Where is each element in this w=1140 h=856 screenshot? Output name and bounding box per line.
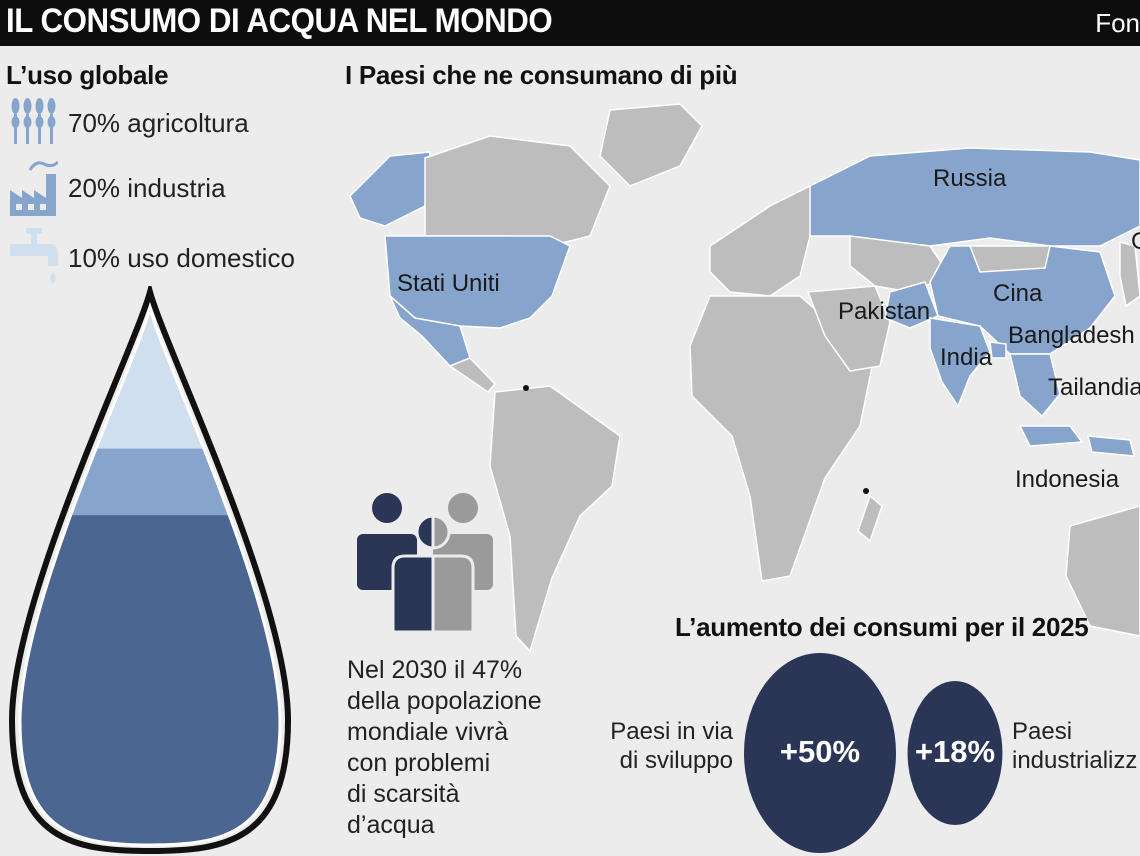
map-label-russia: Russia [933,165,1007,192]
usage-label-agricoltura: 70% agricoltura [68,108,249,138]
bubble-value-sviluppo: +50% [779,734,861,769]
scarcity-line: della popolazione [347,687,542,715]
map-alaska [349,151,431,227]
global-use-title: L’uso globale [6,60,169,90]
map-label-stati-uniti: Stati Uniti [397,270,500,297]
map-pakistan [884,281,939,329]
bubble-label-line: industrializz [1012,747,1138,774]
map-russia [809,147,1140,247]
map-label-cina: Cina [993,280,1043,307]
people-scarcity-icon [357,493,493,634]
faucet-icon [10,228,58,284]
map-europe [709,185,831,297]
wheat-icon [11,98,56,144]
world-map [349,103,1140,653]
increase-title: L’aumento dei consumi per il 2025 [675,612,1089,642]
map-bangladesh [989,341,1007,359]
map-dot-indian-ocean [863,488,869,494]
map-central-america [448,357,497,393]
factory-icon [10,160,58,216]
source-label: Fon [1095,8,1140,38]
bubble-label-line: di sviluppo [619,747,733,774]
band-uso-domestico [20,308,280,449]
map-canada [424,135,611,247]
bubble-label-line: Paesi in via [610,718,733,745]
bubble-label-industrializzati: Paesi industrializz [1012,717,1137,775]
band-agricoltura [20,514,280,845]
scarcity-line: d’acqua [347,811,435,839]
scarcity-line: Nel 2030 il 47% [347,656,523,684]
map-greenland [599,103,703,187]
map-label-india: India [940,344,993,371]
band-industria [20,447,280,516]
usage-label-industria: 20% industria [68,173,226,203]
header-bar: IL CONSUMO DI ACQUA NEL MONDO Fon [0,0,1140,46]
map-indonesia [1018,425,1135,457]
map-label-indonesia: Indonesia [1015,466,1120,493]
increase-bubbles [744,653,1003,853]
map-label-pakistan: Pakistan [838,298,931,325]
scarcity-line: di scarsità [347,780,460,808]
bubble-sviluppo [744,653,896,853]
map-label-bangladesh: Bangladesh [1008,322,1135,349]
map-south-america [489,385,621,653]
page-title: IL CONSUMO DI ACQUA NEL MONDO [6,2,553,40]
water-drop-chart [8,286,292,855]
bubble-label-line: Paesi [1012,718,1073,745]
map-label-tailandia: Tailandia [1048,374,1140,401]
map-mongolia [968,245,1051,273]
map-dot-caribbean [523,385,529,391]
bubble-industrializzati [907,681,1003,825]
map-australia [1065,505,1140,637]
map-madagascar [857,494,883,543]
map-title: I Paesi che ne consumano di più [345,60,738,90]
bubble-label-sviluppo: Paesi in via di sviluppo [605,717,733,775]
scarcity-text: Nel 2030 il 47% della popolazione mondia… [347,655,577,841]
map-india [929,317,991,408]
map-label-edge: G [1131,228,1140,256]
map-thailand [1009,353,1061,418]
usage-label-uso-domestico: 10% uso domestico [68,243,295,273]
scarcity-line: mondiale vivrà [347,718,509,746]
scarcity-line: con problemi [347,749,491,777]
bubble-value-industrializzati: +18% [914,734,996,769]
map-japan [1119,241,1140,308]
